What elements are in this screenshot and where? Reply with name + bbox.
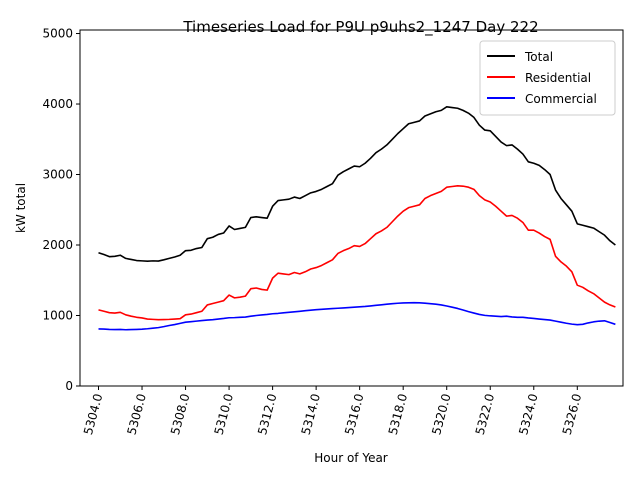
y-tick-label: 4000: [42, 97, 73, 111]
y-axis: 0 1000 2000 3000 4000 5000: [42, 27, 80, 393]
series-layer: [98, 106, 616, 331]
plot-area: [79, 29, 624, 387]
y-tick-label: 1000: [42, 309, 73, 323]
legend-label-commercial: Commercial: [525, 92, 597, 106]
y-axis-label: kW total: [14, 183, 28, 233]
y-tick-label: 0: [65, 379, 73, 393]
legend-label-residential: Residential: [525, 71, 591, 85]
y-tick-label: 2000: [42, 238, 73, 252]
legend-label-total: Total: [524, 50, 553, 64]
y-tick-label: 3000: [42, 168, 73, 182]
x-axis-label: Hour of Year: [314, 451, 388, 465]
y-tick-label: 5000: [42, 27, 73, 41]
plot-frame: [79, 29, 624, 387]
series-line-total: [98, 106, 616, 263]
series-line-commercial: [98, 301, 616, 331]
series-line-residential: [98, 184, 616, 321]
legend-box: [479, 40, 616, 116]
chart-title: Timeseries Load for P9U p9uhs2_1247 Day …: [182, 18, 538, 37]
legend: Total Residential Commercial: [479, 40, 616, 116]
